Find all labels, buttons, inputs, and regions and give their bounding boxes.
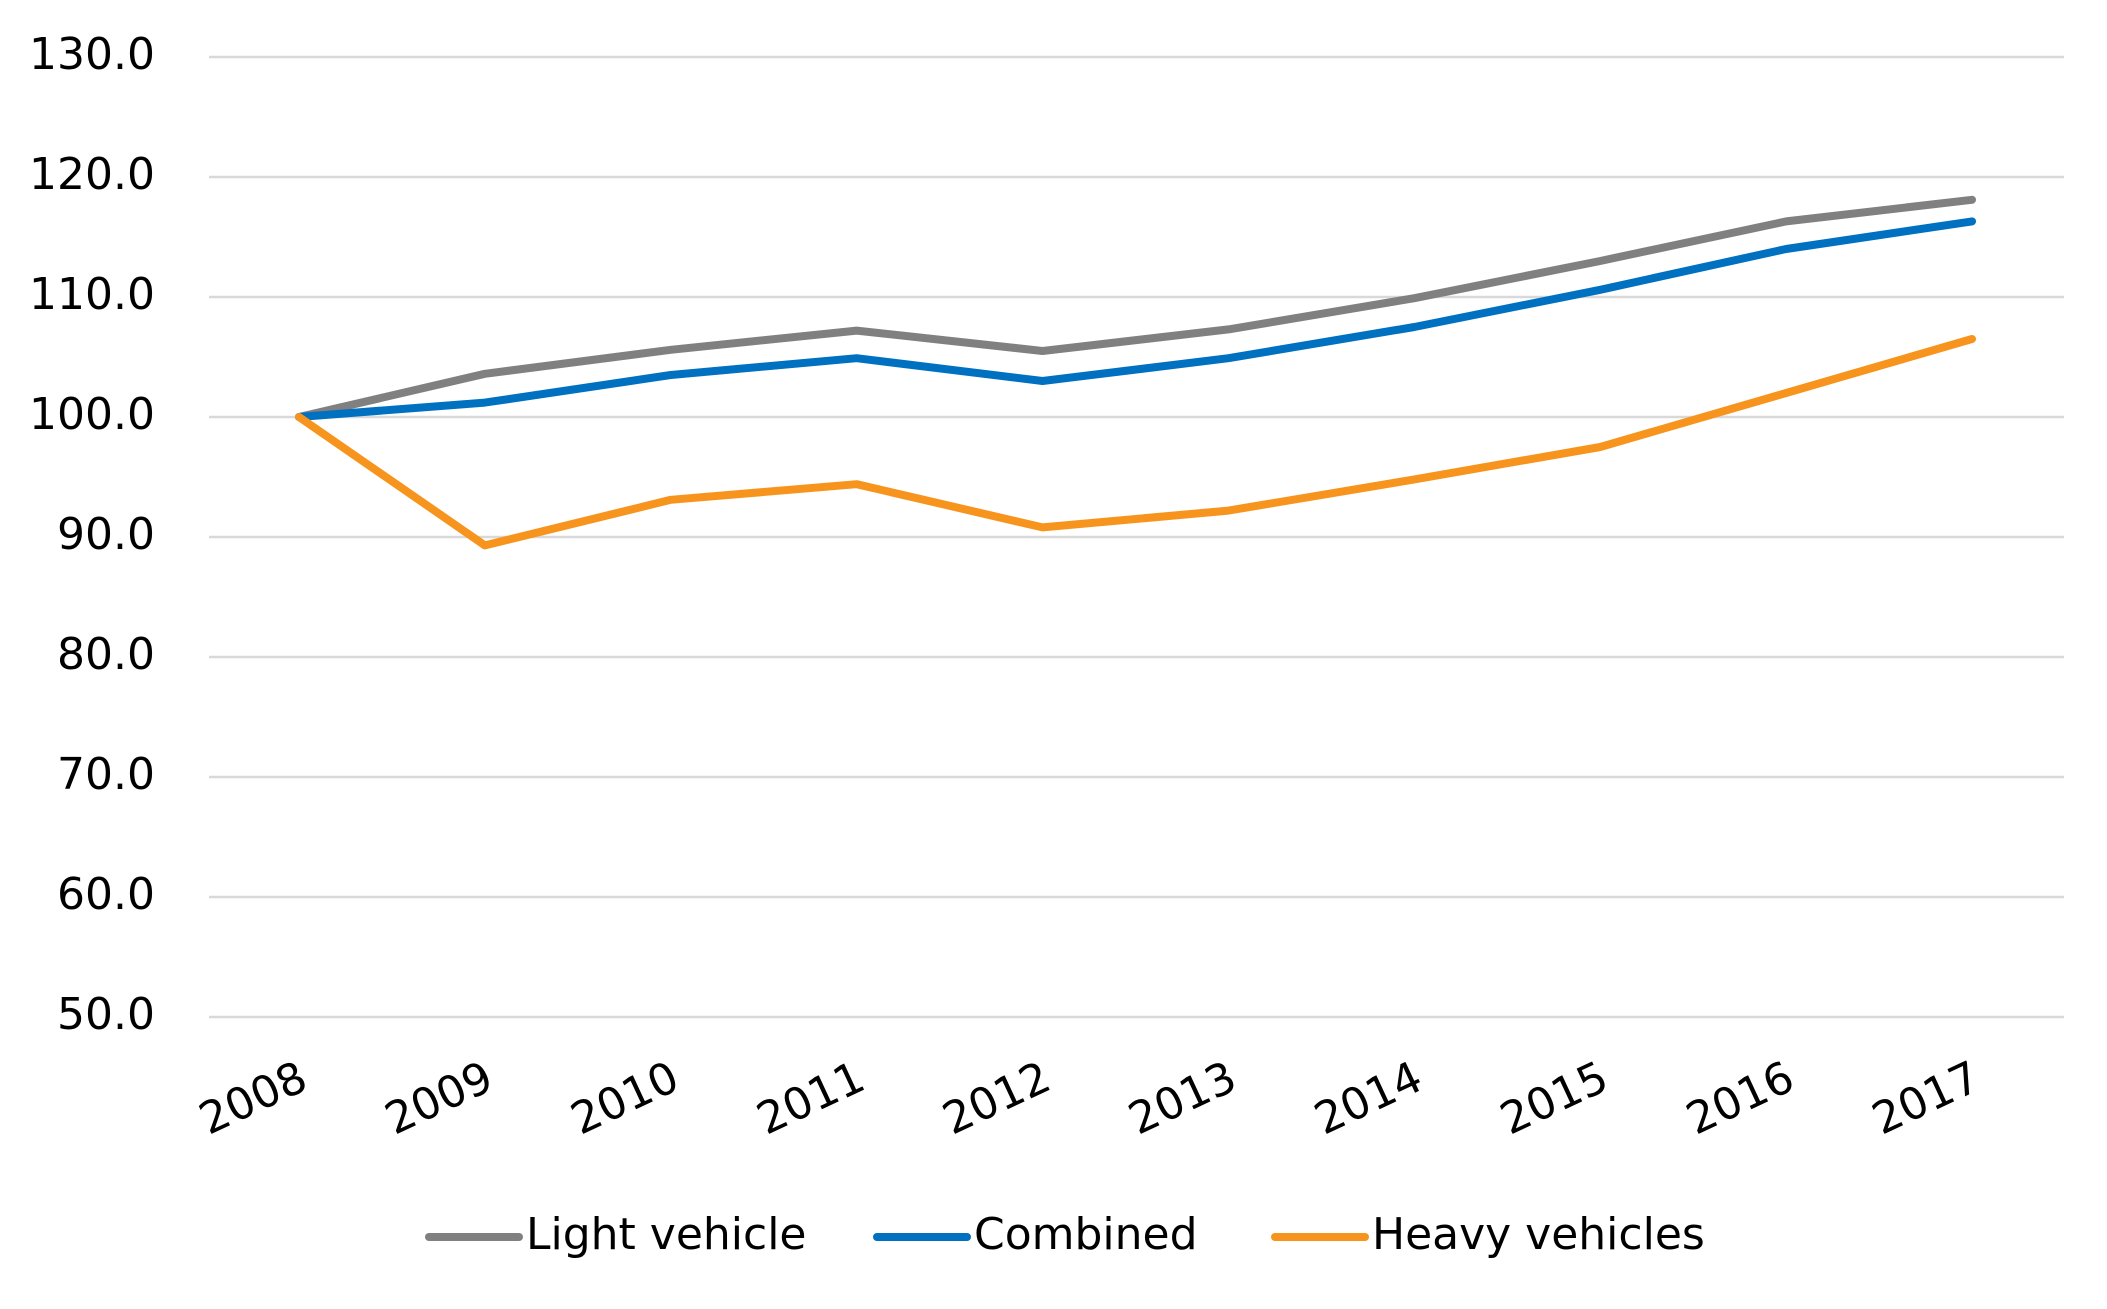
legend-label: Heavy vehicles [1372, 1209, 1705, 1260]
x-tick-label: 2015 [1493, 1052, 1616, 1146]
line [295, 195, 1976, 421]
x-tick-label: 2012 [935, 1052, 1058, 1146]
y-tick-label: 90.0 [57, 509, 155, 560]
y-tick-label: 100.0 [29, 389, 155, 440]
y-tick-label: 110.0 [29, 269, 155, 320]
x-tick-label: 2013 [1121, 1052, 1244, 1146]
x-tick-label: 2008 [192, 1052, 315, 1146]
x-tick-label: 2009 [378, 1052, 501, 1146]
y-tick-label: 50.0 [57, 989, 155, 1040]
line [295, 217, 1976, 421]
y-tick-label: 130.0 [29, 29, 155, 80]
legend-label: Light vehicle [526, 1209, 807, 1260]
x-tick-label: 2010 [563, 1052, 686, 1146]
y-tick-label: 120.0 [29, 149, 155, 200]
y-tick-label: 70.0 [57, 749, 155, 800]
line [295, 335, 1976, 550]
x-tick-label: 2016 [1679, 1052, 1802, 1146]
x-tick-label: 2011 [749, 1052, 872, 1146]
x-tick-label: 2014 [1307, 1052, 1430, 1146]
y-tick-label: 80.0 [57, 629, 155, 680]
legend-label: Combined [974, 1209, 1198, 1260]
y-tick-label: 60.0 [57, 869, 155, 920]
x-tick-label: 2017 [1865, 1052, 1988, 1146]
